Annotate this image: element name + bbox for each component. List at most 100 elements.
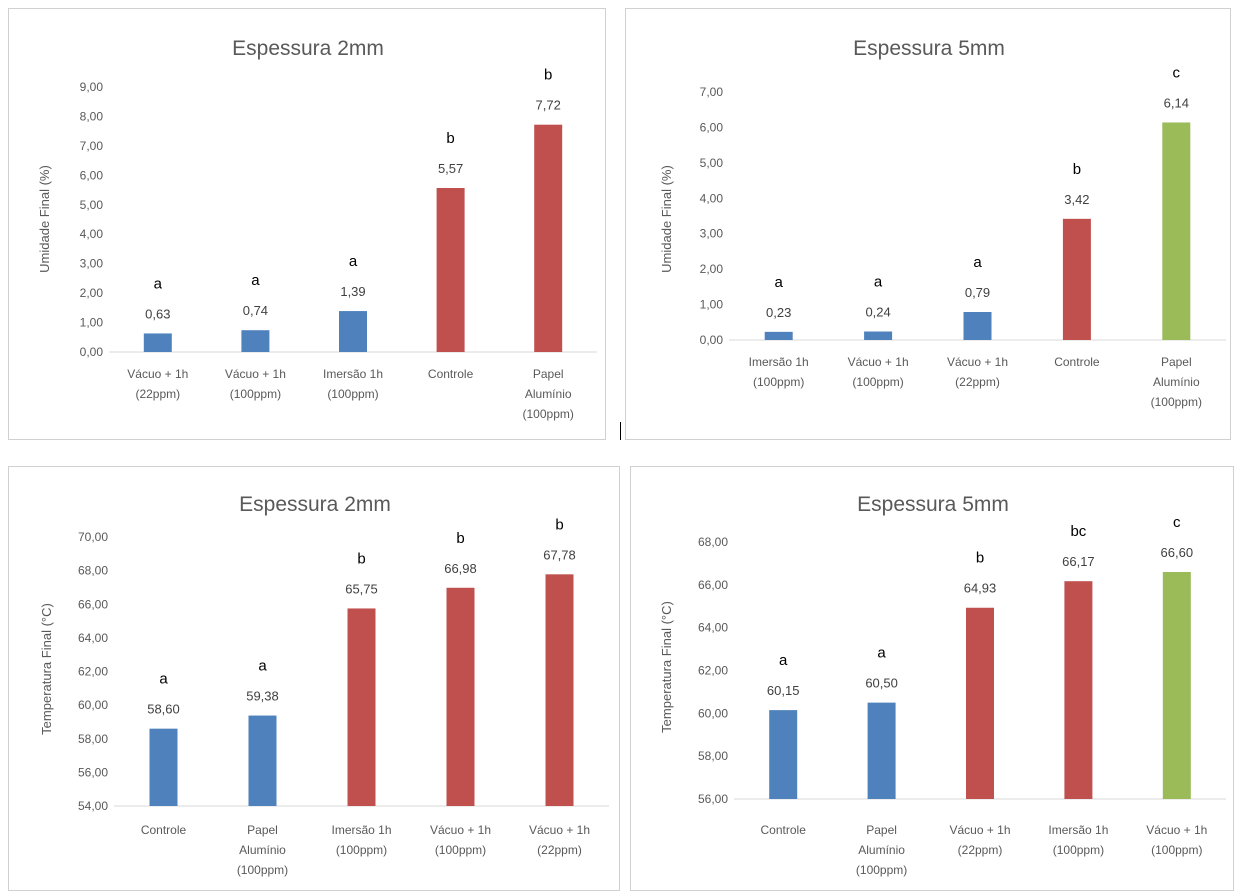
y-tick-label: 66,00 [698, 578, 728, 592]
data-label: 3,42 [1064, 192, 1089, 207]
data-label: 5,57 [438, 161, 463, 176]
data-label: 60,50 [865, 676, 898, 691]
x-tick-label: (100ppm) [1151, 843, 1202, 857]
x-tick-label: Vácuo + 1h [127, 367, 188, 381]
y-tick-label: 0,00 [80, 345, 104, 359]
x-tick-label: Papel [1161, 355, 1192, 369]
y-tick-label: 3,00 [80, 257, 104, 271]
x-tick-label: (22ppm) [537, 843, 582, 857]
x-tick-label: Alumínio [525, 387, 572, 401]
bar [545, 574, 574, 806]
y-tick-label: 60,00 [698, 706, 728, 720]
data-label: 65,75 [345, 581, 378, 596]
y-tick-label: 70,00 [78, 530, 108, 544]
x-tick-label: (100ppm) [852, 375, 903, 389]
bar [966, 607, 994, 799]
bar [347, 608, 376, 806]
x-tick-label: (100ppm) [856, 863, 907, 877]
bar [241, 330, 270, 352]
y-tick-label: 60,00 [78, 698, 108, 712]
y-tick-label: 1,00 [700, 298, 724, 312]
bar [963, 312, 992, 340]
x-tick-label: (100ppm) [435, 843, 486, 857]
y-tick-label: 66,00 [78, 597, 108, 611]
bar [1064, 581, 1093, 799]
x-tick-label: Controle [1054, 355, 1100, 369]
y-tick-label: 0,00 [700, 333, 724, 347]
x-tick-label: (100ppm) [1151, 395, 1202, 409]
significance-letter: b [976, 550, 984, 567]
y-tick-label: 54,00 [78, 799, 108, 813]
bar [1062, 218, 1091, 340]
x-tick-label: Controle [141, 823, 187, 837]
y-axis-label: Temperatura Final (°C) [659, 601, 674, 733]
y-axis-label: Temperatura Final (°C) [39, 603, 54, 735]
y-tick-label: 9,00 [80, 80, 104, 94]
y-tick-label: 58,00 [698, 749, 728, 763]
x-tick-label: Imersão 1h [331, 823, 391, 837]
significance-letter: a [877, 645, 886, 662]
data-label: 0,63 [145, 306, 170, 321]
data-label: 0,24 [865, 304, 890, 319]
x-tick-label: Papel [247, 823, 278, 837]
x-tick-label: Vácuo + 1h [947, 355, 1008, 369]
x-tick-label: Controle [761, 823, 807, 837]
bar [769, 710, 798, 799]
y-tick-label: 2,00 [80, 286, 104, 300]
chart-panel-moisture-2mm: Espessura 2mm Umidade Final (%) 0,00 1,00 2,… [8, 8, 606, 440]
x-tick-label: Controle [428, 367, 474, 381]
significance-letter: b [555, 516, 563, 533]
x-tick-label: (100ppm) [336, 843, 387, 857]
significance-letter: b [446, 130, 454, 147]
x-tick-label: (100ppm) [327, 387, 378, 401]
x-tick-label: Vácuo + 1h [225, 367, 286, 381]
x-tick-label: Alumínio [239, 843, 286, 857]
chart-svg: Espessura 2mm Umidade Final (%) 0,00 1,00 2,… [37, 37, 597, 421]
x-tick-label: Imersão 1h [323, 367, 383, 381]
data-label: 60,15 [767, 683, 800, 698]
x-tick-label: (100ppm) [523, 407, 574, 421]
y-tick-label: 7,00 [700, 85, 724, 99]
bar [864, 331, 893, 340]
data-label: 66,17 [1062, 554, 1095, 569]
bar [1162, 571, 1191, 799]
significance-letter: a [973, 254, 982, 271]
bar [867, 702, 896, 799]
significance-letter: b [1073, 161, 1081, 178]
y-tick-label: 7,00 [80, 139, 104, 153]
x-tick-label: (100ppm) [753, 375, 804, 389]
data-label: 64,93 [964, 581, 997, 596]
bar [143, 333, 172, 352]
significance-letter: a [874, 273, 883, 290]
x-tick-label: Papel [866, 823, 897, 837]
bar [149, 728, 178, 806]
data-label: 59,38 [246, 689, 279, 704]
significance-letter: bc [1070, 523, 1086, 540]
x-tick-label: Papel [533, 367, 564, 381]
x-tick-label: Alumínio [1153, 375, 1200, 389]
x-tick-label: (100ppm) [237, 863, 288, 877]
x-tick-label: Vácuo + 1h [529, 823, 590, 837]
chart-panel-temperature-2mm: Espessura 2mm Temperatura Final (°C) 54,00… [8, 466, 620, 891]
x-tick-label: Vácuo + 1h [949, 823, 1010, 837]
significance-letter: a [159, 671, 168, 688]
y-tick-label: 58,00 [78, 732, 108, 746]
significance-letter: a [779, 652, 788, 669]
chart-title: Espessura 2mm [232, 37, 384, 60]
bar [446, 587, 475, 806]
y-tick-label: 64,00 [698, 621, 728, 635]
y-tick-label: 5,00 [700, 156, 724, 170]
x-tick-label: (22ppm) [958, 843, 1003, 857]
data-label: 0,74 [243, 303, 268, 318]
significance-letter: a [775, 274, 784, 291]
significance-letter: b [544, 67, 552, 84]
y-tick-label: 6,00 [80, 168, 104, 182]
bar [436, 187, 465, 352]
significance-letter: c [1173, 514, 1181, 531]
significance-letter: c [1173, 64, 1181, 81]
significance-letter: b [357, 550, 365, 567]
y-tick-label: 62,00 [78, 665, 108, 679]
chart-svg: Espessura 2mm Temperatura Final (°C) 54,00… [39, 493, 609, 877]
data-label: 66,98 [444, 561, 477, 576]
data-label: 58,60 [147, 702, 180, 717]
